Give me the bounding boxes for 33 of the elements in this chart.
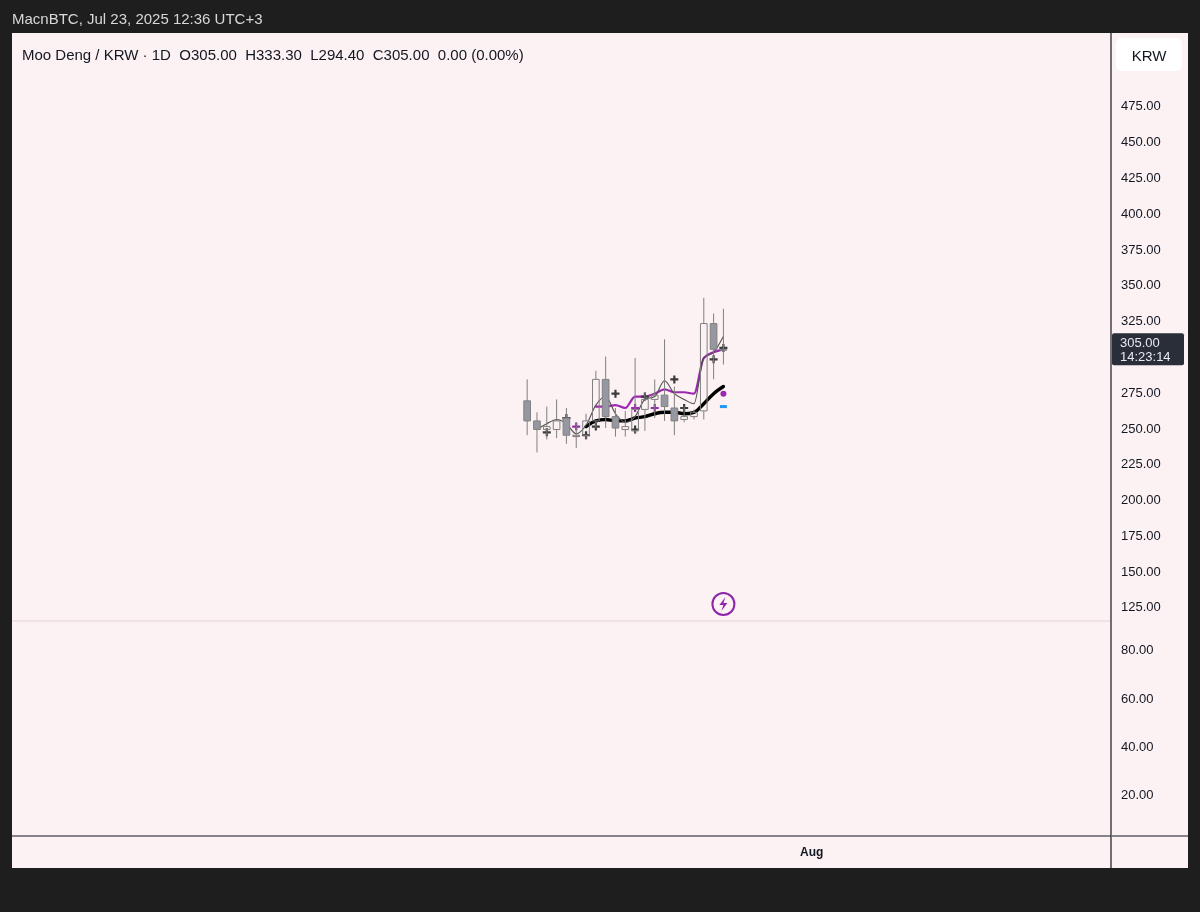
y-axis-title: KRW	[1131, 46, 1168, 64]
y-tick-label: 60.00	[1121, 690, 1154, 706]
y-tick-label: 400.00	[1121, 205, 1161, 221]
y-tick-label: 40.00	[1121, 739, 1154, 755]
text: Moo Deng / KRW · 1D O305.00 H333.30 L294.40 C305.00 0.00 (0.00%)	[22, 45, 524, 63]
y-tick-label: 450.00	[1121, 134, 1161, 150]
y-tick-label: 375.00	[1121, 241, 1161, 257]
candlestick	[621, 410, 630, 438]
text: MacnBTC, Jul 23, 2025 12:36 UTC+3	[12, 9, 263, 27]
y-tick-label: 325.00	[1121, 313, 1161, 329]
y-tick-label: 20.00	[1121, 787, 1154, 803]
y-tick-label: 250.00	[1121, 420, 1161, 436]
candlestick	[660, 338, 669, 422]
y-tick-label: 80.00	[1121, 642, 1154, 658]
y-tick-label: 275.00	[1121, 384, 1161, 400]
candlestick	[670, 386, 679, 436]
point	[720, 390, 727, 397]
candlestick	[523, 378, 531, 436]
y-tick-label: 350.00	[1121, 277, 1161, 293]
point	[610, 388, 621, 399]
candlestick	[690, 408, 698, 420]
y-tick-label: 125.00	[1121, 599, 1161, 615]
y-tick-label: 475.00	[1121, 98, 1161, 114]
text: 305.00 14:23:14	[1120, 334, 1171, 364]
x-tick-label: Aug	[800, 845, 824, 859]
y-tick-label: 425.00	[1121, 170, 1161, 186]
y-tick-label: 175.00	[1121, 527, 1161, 543]
y-tick-label: 150.00	[1121, 563, 1161, 579]
candlestick	[533, 411, 541, 453]
y-tick-label: 200.00	[1121, 492, 1161, 508]
candlestick	[592, 370, 600, 429]
y-tick-label: 225.00	[1121, 456, 1161, 472]
candlestick	[699, 297, 708, 420]
